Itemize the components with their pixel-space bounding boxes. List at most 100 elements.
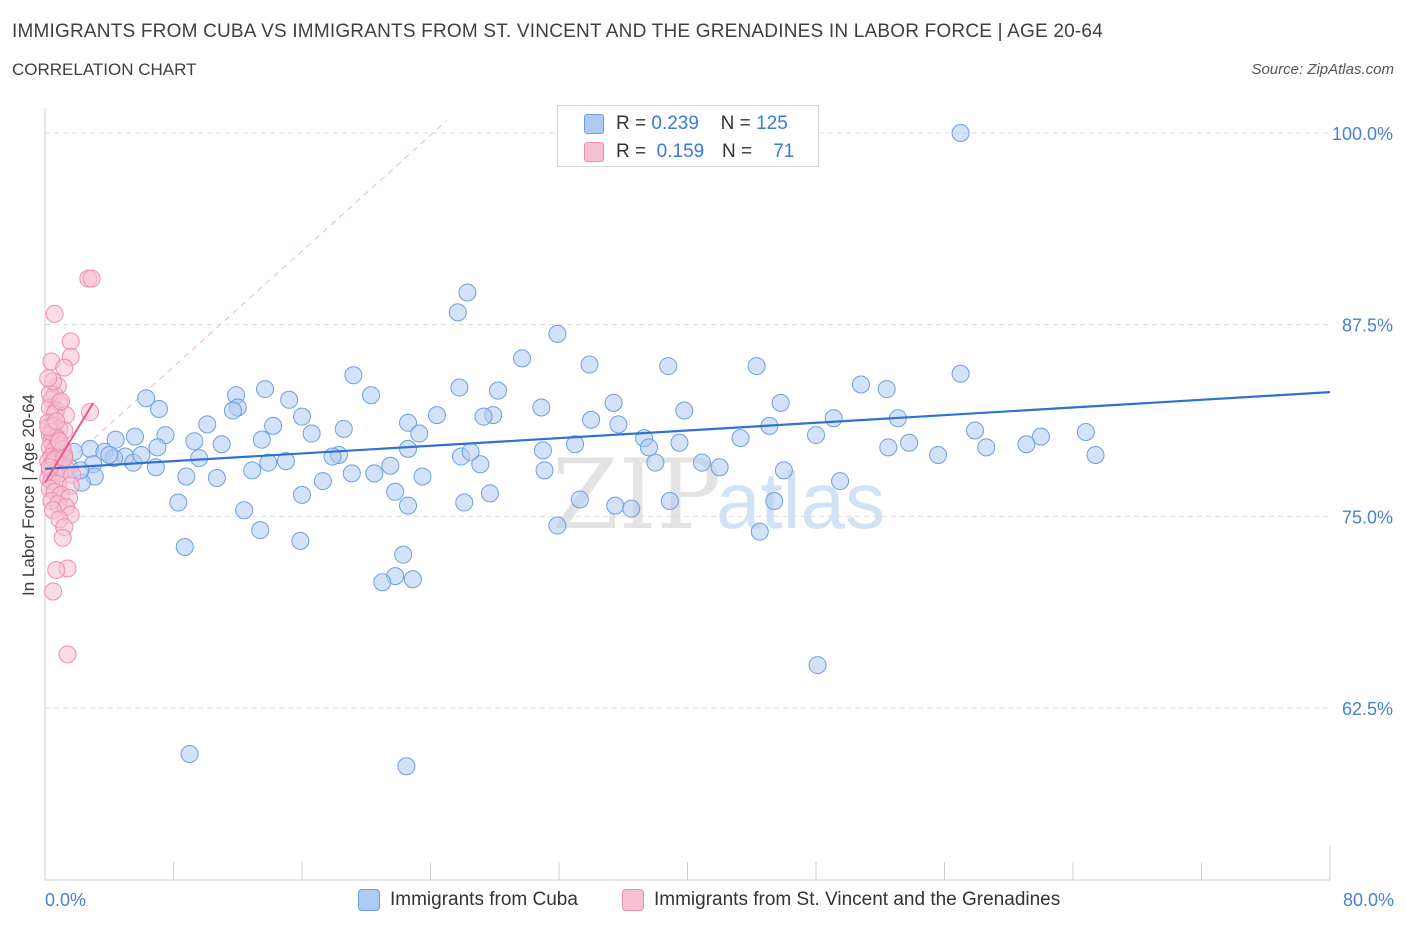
legend-item-stvincent: Immigrants from St. Vincent and the Gren… — [622, 889, 1060, 911]
data-point-cuba — [394, 545, 413, 564]
data-point-cuba — [190, 449, 209, 468]
data-point-cuba — [639, 438, 658, 457]
y-tick-label: 87.5% — [1342, 316, 1393, 336]
data-point-cuba — [670, 433, 689, 452]
trend-line-stvincent — [44, 402, 95, 484]
legend-swatch-cuba — [584, 114, 604, 134]
data-point-cuba — [580, 355, 599, 374]
data-point-cuba — [513, 349, 532, 368]
data-point-cuba — [747, 357, 766, 376]
data-point-cuba — [252, 430, 271, 449]
data-point-cuba — [824, 409, 843, 428]
data-point-cuba — [622, 499, 641, 518]
data-point-cuba — [342, 464, 361, 483]
data-point-cuba — [710, 458, 729, 477]
data-point-stvincent — [39, 369, 58, 388]
data-point-cuba — [1031, 427, 1050, 446]
series-legend: Immigrants from Cuba Immigrants from St.… — [0, 889, 1406, 915]
legend-n-label: N = — [721, 141, 753, 162]
data-point-cuba — [692, 453, 711, 472]
data-point-cuba — [386, 482, 405, 501]
data-point-cuba — [344, 366, 363, 385]
data-point-cuba — [399, 496, 418, 515]
data-point-cuba — [548, 324, 567, 343]
legend-label-cuba: Immigrants from Cuba — [390, 889, 578, 910]
data-point-cuba — [413, 467, 432, 486]
legend-swatch-stvincent — [584, 142, 604, 162]
legend-n-value: 71 — [773, 141, 795, 162]
data-point-cuba — [185, 432, 204, 451]
data-point-cuba — [259, 453, 278, 472]
x-tick-label-min: 0.0% — [45, 890, 87, 910]
y-tick-label: 62.5% — [1342, 699, 1393, 719]
legend-row-cuba: R = 0.239 N = 125 — [584, 111, 788, 137]
data-point-cuba — [675, 401, 694, 420]
data-point-cuba — [399, 439, 418, 458]
data-point-cuba — [293, 485, 311, 504]
data-point-cuba — [264, 416, 283, 435]
data-point-cuba — [660, 492, 679, 510]
data-point-cuba — [966, 421, 985, 440]
data-point-cuba — [212, 435, 231, 454]
data-point-cuba — [362, 386, 381, 405]
data-point-cuba — [535, 461, 554, 480]
data-point-cuba — [410, 424, 429, 443]
data-point-cuba — [403, 570, 422, 589]
data-point-stvincent — [44, 582, 63, 601]
data-point-cuba — [879, 438, 898, 457]
data-point-cuba — [256, 380, 275, 399]
data-point-cuba — [1017, 435, 1036, 454]
data-point-cuba — [169, 493, 188, 512]
watermark: ZIP atlas — [552, 439, 885, 551]
data-point-cuba — [851, 375, 870, 394]
y-tick-labels: 100.0% 87.5% 75.0% 62.5% — [1332, 124, 1393, 719]
data-point-cuba — [951, 124, 970, 142]
data-point-cuba — [480, 484, 499, 503]
data-point-cuba — [771, 393, 790, 412]
legend-r-label: R = — [616, 141, 647, 162]
data-point-cuba — [177, 467, 196, 486]
watermark-atlas: atlas — [716, 456, 885, 545]
data-point-cuba — [1076, 423, 1095, 441]
data-point-cuba — [373, 573, 392, 592]
data-point-cuba — [929, 446, 948, 464]
data-point-cuba — [900, 433, 919, 452]
data-point-cuba — [831, 472, 850, 491]
data-point-cuba — [397, 757, 416, 776]
data-point-stvincent — [82, 269, 101, 288]
y-tick-label: 100.0% — [1332, 124, 1393, 144]
data-point-cuba — [291, 531, 310, 550]
data-point-cuba — [471, 455, 490, 474]
legend-r-value: 0.159 — [656, 141, 705, 162]
data-point-cuba — [533, 441, 552, 460]
data-point-cuba — [276, 452, 295, 471]
data-point-cuba — [977, 438, 996, 457]
data-point-stvincent — [47, 561, 66, 579]
data-point-cuba — [251, 521, 270, 540]
data-point-cuba — [427, 406, 446, 425]
data-point-cuba — [774, 461, 793, 480]
legend-label-stvincent: Immigrants from St. Vincent and the Gren… — [654, 889, 1061, 910]
data-point-cuba — [566, 435, 585, 454]
data-point-cuba — [659, 357, 678, 376]
data-point-stvincent — [47, 412, 66, 431]
data-point-cuba — [458, 283, 477, 302]
data-point-stvincent — [50, 432, 69, 451]
data-point-cuba — [243, 461, 262, 480]
legend-n-label: N = — [720, 113, 751, 134]
data-point-cuba — [450, 378, 469, 397]
data-point-cuba — [448, 303, 467, 322]
legend-item-cuba: Immigrants from Cuba — [358, 889, 578, 911]
y-tick-label: 75.0% — [1342, 507, 1393, 527]
data-point-cuba — [750, 522, 769, 541]
data-point-cuba — [137, 389, 156, 408]
data-point-cuba — [302, 424, 321, 443]
data-point-cuba — [609, 415, 628, 434]
legend-swatch-cuba — [358, 889, 380, 911]
data-point-cuba — [100, 446, 119, 464]
series-cuba-points — [60, 124, 1105, 776]
data-point-cuba — [399, 413, 418, 432]
legend-r-value: 0.239 — [651, 113, 699, 134]
data-point-cuba — [106, 430, 125, 449]
data-point-cuba — [235, 501, 254, 520]
